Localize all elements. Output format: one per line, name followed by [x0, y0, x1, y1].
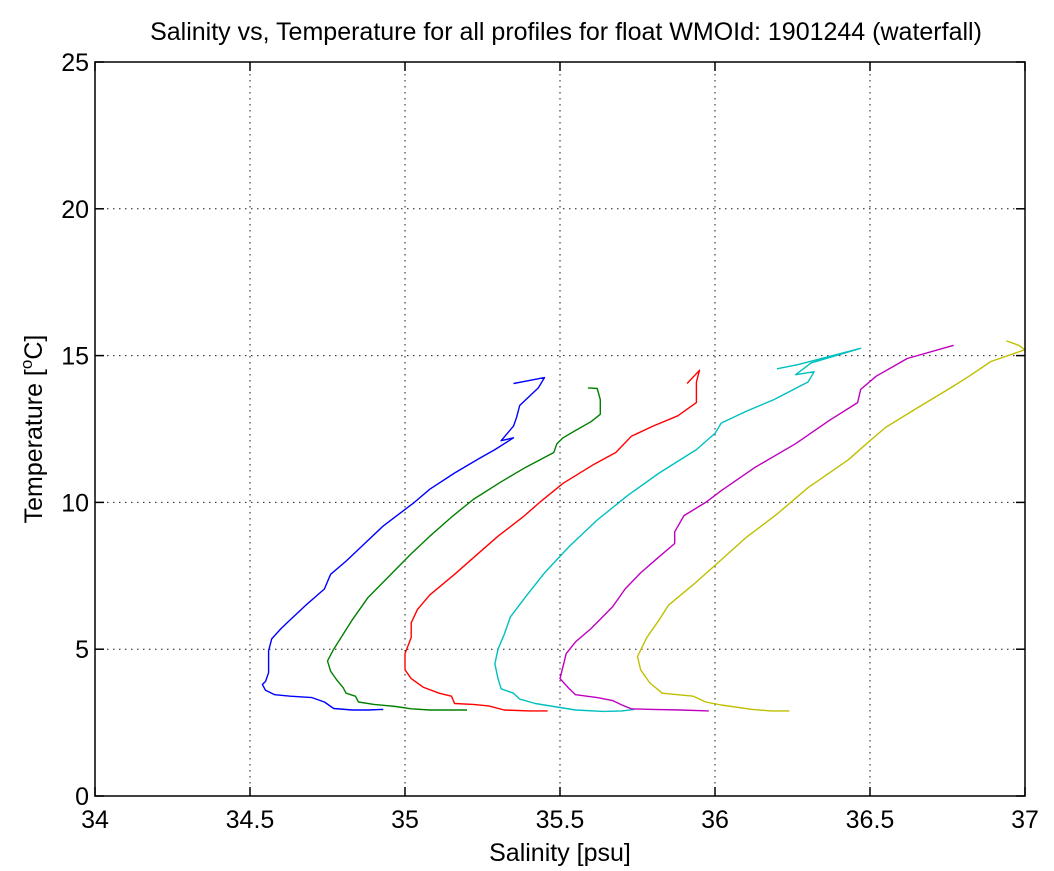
y-tick-label: 20 [61, 196, 89, 224]
x-tick-label: 36.5 [846, 806, 895, 834]
profile-line-6 [636, 340, 1026, 712]
grid [95, 62, 1025, 796]
profile-line-2 [326, 387, 601, 711]
x-axis-label: Salinity [psu] [489, 839, 631, 867]
profile-line-3 [404, 369, 701, 712]
x-tick-label: 36 [701, 806, 729, 834]
x-tick-label: 35.5 [536, 806, 585, 834]
y-axis-label: Temperature [oC] [17, 335, 48, 524]
x-tick-label: 35 [391, 806, 419, 834]
y-tick-label: 25 [61, 49, 89, 77]
profile-line-1 [261, 376, 546, 711]
y-axis-label-main: Temperature [ [20, 369, 48, 523]
y-axis-label-end: C] [20, 335, 48, 360]
x-tick-label: 34 [81, 806, 109, 834]
y-tick-label: 10 [61, 489, 89, 517]
profile-line-4 [494, 347, 862, 713]
ticks: 34 34.5 35 35.5 36 36.5 37 0 5 10 15 20 25 [61, 49, 1039, 834]
x-tick-label: 34.5 [226, 806, 275, 834]
y-tick-label: 5 [75, 636, 89, 664]
x-tick-label: 37 [1011, 806, 1039, 834]
profile-line-5 [559, 344, 954, 712]
y-tick-label: 15 [61, 343, 89, 371]
y-tick-label: 0 [75, 783, 89, 811]
y-axis-label-superscript: o [17, 360, 36, 369]
chart-title: Salinity vs, Temperature for all profile… [150, 18, 982, 46]
series-layer [261, 340, 1026, 713]
